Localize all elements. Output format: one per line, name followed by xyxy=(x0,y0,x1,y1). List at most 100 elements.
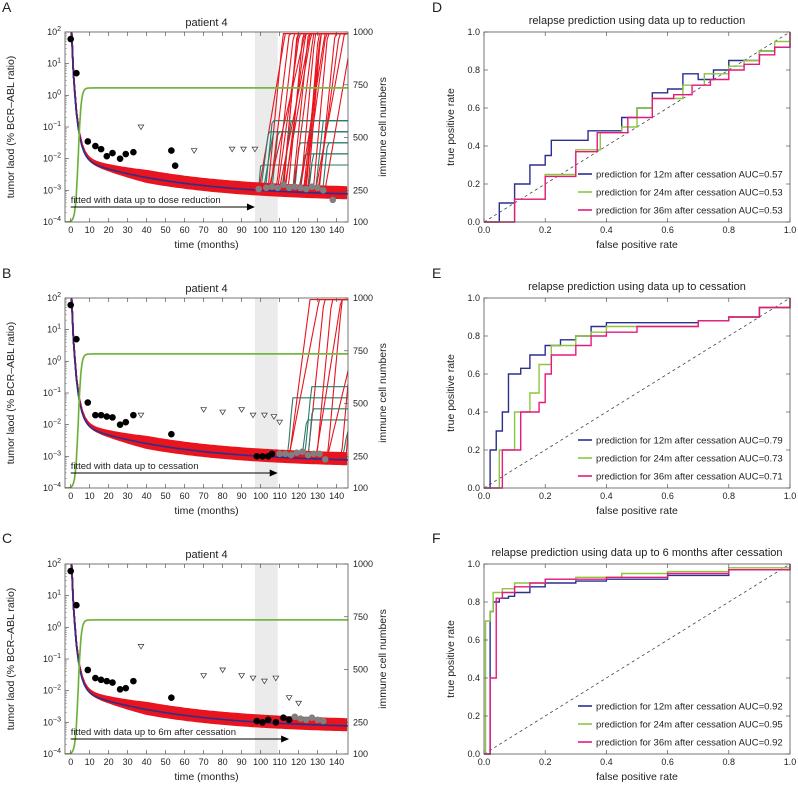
black-point xyxy=(116,686,124,693)
y-tick-label: 0.6 xyxy=(467,635,480,645)
panel-letter: C xyxy=(2,530,12,546)
black-point xyxy=(168,147,175,154)
y2-tick-label: 100 xyxy=(353,749,368,759)
y-tick-label: 10−1 xyxy=(43,121,61,132)
black-point xyxy=(253,453,261,460)
y-tick-base: 10 xyxy=(43,686,53,696)
y-tick-label: 102 xyxy=(47,558,61,569)
fit-arrow-head xyxy=(269,469,278,477)
grey-point xyxy=(299,448,306,456)
immune-curve-inner xyxy=(65,353,348,488)
black-point xyxy=(97,411,105,419)
grey-point xyxy=(291,713,299,721)
y-tick-exponent: 2 xyxy=(57,26,61,33)
x-tick-label: 30 xyxy=(123,225,133,235)
black-point xyxy=(280,714,287,722)
y-tick-base: 10 xyxy=(47,27,57,37)
x-axis-label: false positive rate xyxy=(596,505,678,517)
x-tick-label: 0.8 xyxy=(723,757,736,767)
black-point xyxy=(103,152,111,160)
black-point xyxy=(97,145,105,153)
red-relapse-curve xyxy=(268,299,348,457)
x-tick-label: 1.0 xyxy=(784,225,797,235)
triangle-point xyxy=(251,146,259,153)
panel-title: relapse prediction using data up to cess… xyxy=(528,281,746,293)
fit-annotation: fitted with data up to cessation xyxy=(71,461,199,472)
black-point xyxy=(92,411,99,419)
immune-curve-inner xyxy=(65,87,348,222)
grey-point xyxy=(274,184,282,192)
black-point xyxy=(103,413,111,420)
y-tick-label: 0.8 xyxy=(467,597,480,607)
black-point xyxy=(264,716,272,724)
y-tick-label: 10−4 xyxy=(43,482,61,493)
x-tick-label: 20 xyxy=(104,225,114,235)
red-ensemble-curve xyxy=(70,564,348,725)
y2-tick-label: 250 xyxy=(353,185,368,195)
x-tick-label: 40 xyxy=(142,491,152,501)
y2-tick-label: 1000 xyxy=(353,293,373,303)
y2-tick-label: 750 xyxy=(353,346,368,356)
x-tick-label: 120 xyxy=(291,757,306,767)
triangle-point xyxy=(272,675,280,682)
y-axis-label: true positive rate xyxy=(445,620,457,698)
y-tick-exponent: −1 xyxy=(53,121,61,128)
y-tick-exponent: 0 xyxy=(57,621,61,628)
x-tick-label: 40 xyxy=(142,757,152,767)
red-relapse-curve xyxy=(268,299,348,458)
black-point xyxy=(168,430,175,438)
triangle-point xyxy=(270,414,278,420)
y2-tick-label: 750 xyxy=(353,612,368,622)
black-point xyxy=(130,677,137,685)
panel-d: 0.00.00.20.20.40.40.60.60.80.81.01.0pred… xyxy=(432,0,796,251)
legend-label: prediction for 12m after cessation AUC=0… xyxy=(596,436,783,447)
x-tick-label: 50 xyxy=(161,757,171,767)
y-tick-base: 10 xyxy=(43,451,53,461)
y-tick-label: 10−3 xyxy=(43,716,61,727)
y2-tick-label: 500 xyxy=(353,399,368,409)
plot-area xyxy=(65,298,348,488)
x-tick-label: 0.6 xyxy=(661,225,674,235)
legend-label: prediction for 24m after cessation AUC=0… xyxy=(596,720,783,731)
x-axis-label: false positive rate xyxy=(596,239,678,251)
y-axis-label: tumor laod (% BCR–ABL ratio) xyxy=(5,56,17,199)
x-tick-label: 130 xyxy=(310,757,325,767)
x-tick-label: 50 xyxy=(161,491,171,501)
y2-tick-label: 250 xyxy=(353,451,368,461)
x-axis-label: time (months) xyxy=(174,771,238,783)
panel-title: patient 4 xyxy=(185,549,227,561)
x-axis-label: time (months) xyxy=(174,505,238,517)
y-tick-label: 101 xyxy=(47,58,61,69)
y-tick-label: 0.8 xyxy=(467,331,480,341)
y2-tick-label: 100 xyxy=(353,483,368,493)
x-tick-label: 0.8 xyxy=(723,225,736,235)
y-tick-label: 101 xyxy=(47,324,61,335)
black-point xyxy=(103,677,111,685)
black-point xyxy=(84,399,92,406)
red-relapse-curve xyxy=(268,299,348,458)
panel-e: 0.00.00.20.20.40.40.60.60.80.81.01.0pred… xyxy=(432,265,796,517)
grey-point xyxy=(255,185,263,193)
grey-point xyxy=(329,196,337,204)
triangle-point xyxy=(249,675,257,682)
grey-point xyxy=(297,715,304,723)
triangle-point xyxy=(137,412,145,419)
x-tick-label: 0.2 xyxy=(539,757,552,767)
y2-tick-label: 250 xyxy=(353,717,368,727)
x-tick-label: 0.4 xyxy=(600,757,613,767)
x-tick-label: 100 xyxy=(253,491,268,501)
y-tick-label: 10−2 xyxy=(43,685,61,696)
y2-axis-label: immune cell numbers xyxy=(377,343,389,443)
x-tick-label: 70 xyxy=(199,491,209,501)
y-tick-label: 0.0 xyxy=(467,483,480,493)
y2-tick-label: 1000 xyxy=(353,27,373,37)
x-tick-label: 0.4 xyxy=(600,491,613,501)
grey-point xyxy=(297,184,304,192)
grey-point xyxy=(285,184,293,192)
red-ensemble-curve xyxy=(70,564,348,723)
triangle-point xyxy=(238,673,246,679)
grey-point xyxy=(308,183,316,191)
y-tick-label: 10−4 xyxy=(43,748,61,759)
y-tick-label: 10−2 xyxy=(43,419,61,430)
